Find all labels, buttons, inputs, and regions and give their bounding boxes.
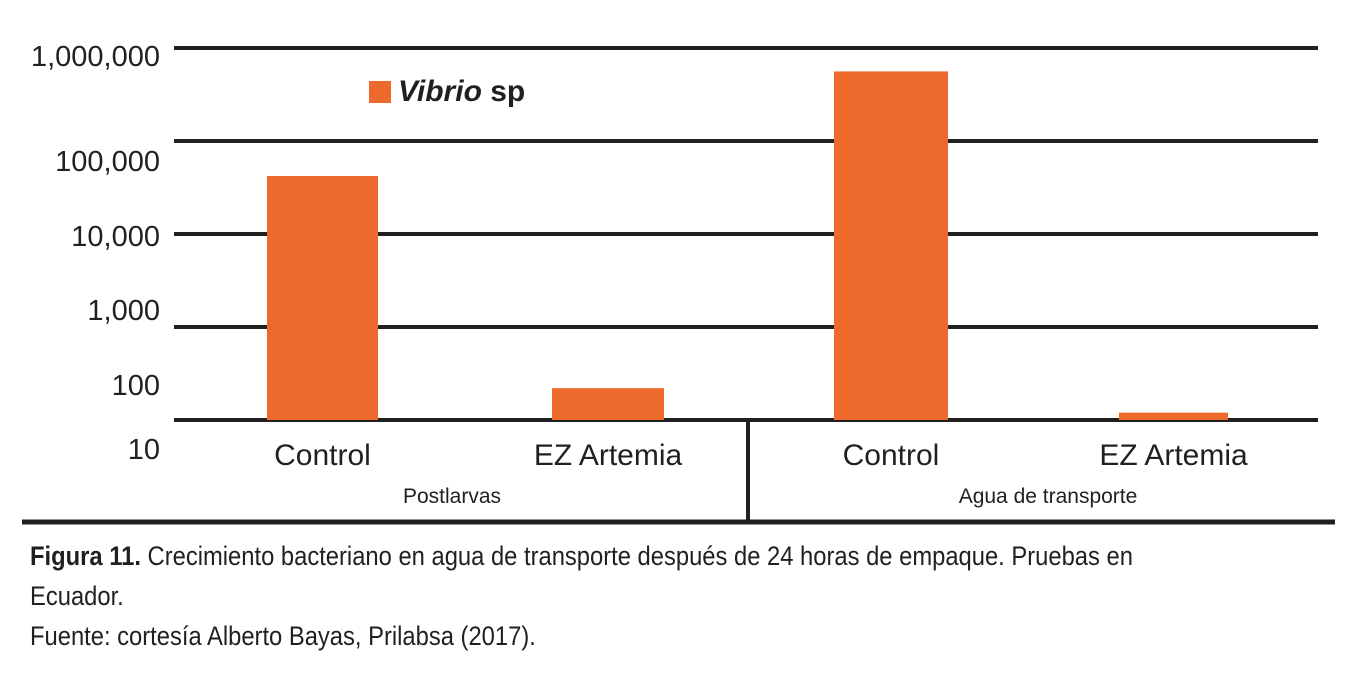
y-axis: 10 100 1,000 10,000 100,000 1,000,000 <box>31 41 160 466</box>
bars <box>267 71 1228 420</box>
bar <box>1119 412 1228 420</box>
category-label: EZ Artemia <box>1099 439 1248 472</box>
x-axis: Control EZ Artemia Control EZ Artemia Postla… <box>22 420 1335 525</box>
legend-label-italic: Vibrio <box>398 75 482 108</box>
legend-label-rest: sp <box>482 75 525 108</box>
bar-chart: 10 100 1,000 10,000 100,000 1,000,000 Control… <box>22 41 1335 525</box>
category-label: Control <box>274 439 371 472</box>
y-tick-label: 100 <box>112 370 160 402</box>
bar <box>552 388 664 420</box>
legend: Vibrio sp <box>369 75 525 108</box>
category-label: EZ Artemia <box>534 439 683 472</box>
bar <box>267 176 378 420</box>
bar <box>834 71 948 420</box>
y-tick-label: 10,000 <box>71 221 160 253</box>
y-tick-label: 10 <box>128 434 160 466</box>
group-label: Agua de transporte <box>959 485 1138 508</box>
figure-caption: Figura 11. Crecimiento bacteriano en agu… <box>30 536 1174 616</box>
legend-label: Vibrio sp <box>398 75 525 108</box>
y-tick-label: 100,000 <box>55 146 160 178</box>
y-tick-label: 1,000 <box>87 295 160 327</box>
figure-caption-text: Crecimiento bacteriano en agua de transp… <box>30 541 1133 611</box>
figure-source: Fuente: cortesía Alberto Bayas, Prilabsa… <box>30 621 536 651</box>
legend-swatch <box>369 81 391 103</box>
figure-label: Figura 11. <box>30 541 141 571</box>
group-label: Postlarvas <box>403 485 501 508</box>
y-tick-label: 1,000,000 <box>31 41 160 73</box>
category-label: Control <box>843 439 940 472</box>
